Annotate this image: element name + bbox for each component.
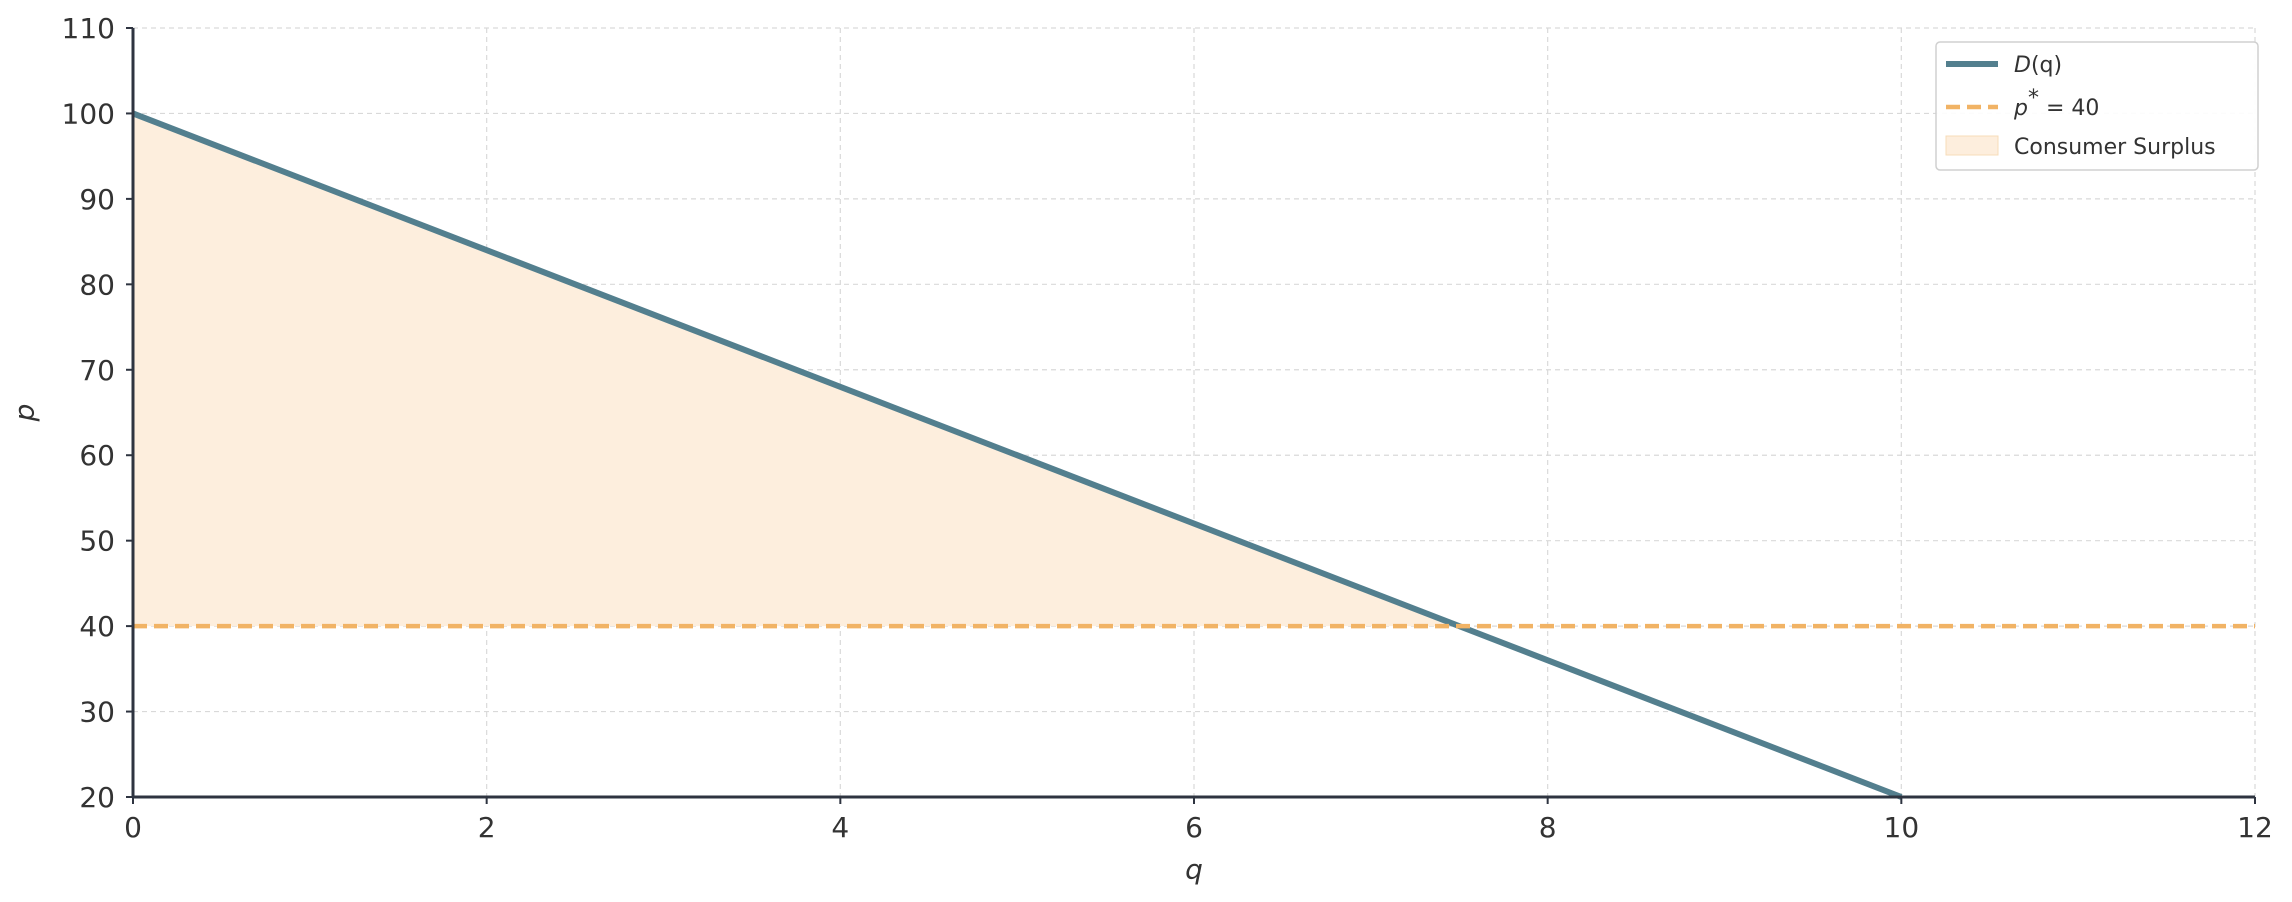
legend-price-sup: * <box>2028 86 2039 111</box>
x-tick-label: 0 <box>124 811 142 844</box>
y-tick-label: 20 <box>79 781 115 814</box>
y-tick-label: 80 <box>79 268 115 301</box>
legend-price-base: p <box>2013 96 2028 121</box>
y-tick-label: 110 <box>62 12 115 45</box>
y-tick-label: 30 <box>79 696 115 729</box>
x-tick-label: 2 <box>478 811 496 844</box>
legend-frame <box>1935 41 2259 171</box>
legend-label-surplus: Consumer Surplus <box>2014 135 2216 160</box>
series-lines <box>131 110 2255 800</box>
tick-labels: 0 2 4 6 8 10 12 20 30 40 50 60 70 80 90 100 110 <box>62 12 2273 844</box>
x-tick-label: 12 <box>2237 811 2273 844</box>
legend-swatch-surplus <box>1945 135 1999 156</box>
y-tick-label: 50 <box>79 525 115 558</box>
x-tick-label: 6 <box>1185 811 1203 844</box>
legend-demand-prefix: D <box>2014 53 2031 78</box>
axes <box>126 27 2256 804</box>
y-tick-label: 60 <box>79 439 115 472</box>
x-tick-label: 4 <box>831 811 849 844</box>
legend-label-price: p* = 40 <box>2013 86 2099 121</box>
y-tick-label: 100 <box>62 97 115 130</box>
y-axis-label: p <box>8 404 41 423</box>
legend-demand-suffix: (q) <box>2031 53 2062 78</box>
y-tick-label: 90 <box>79 183 115 216</box>
y-tick-label: 70 <box>79 354 115 387</box>
demand-line <box>131 110 1903 800</box>
legend-label-demand: D(q) <box>2014 53 2062 78</box>
x-tick-label: 8 <box>1539 811 1557 844</box>
x-tick-label: 10 <box>1884 811 1920 844</box>
y-tick-label: 40 <box>79 610 115 643</box>
x-axis-label: q <box>1185 853 1203 886</box>
legend: D(q) p* = 40 Consumer Surplus <box>1935 41 2259 171</box>
legend-price-rest: = 40 <box>2039 96 2099 121</box>
